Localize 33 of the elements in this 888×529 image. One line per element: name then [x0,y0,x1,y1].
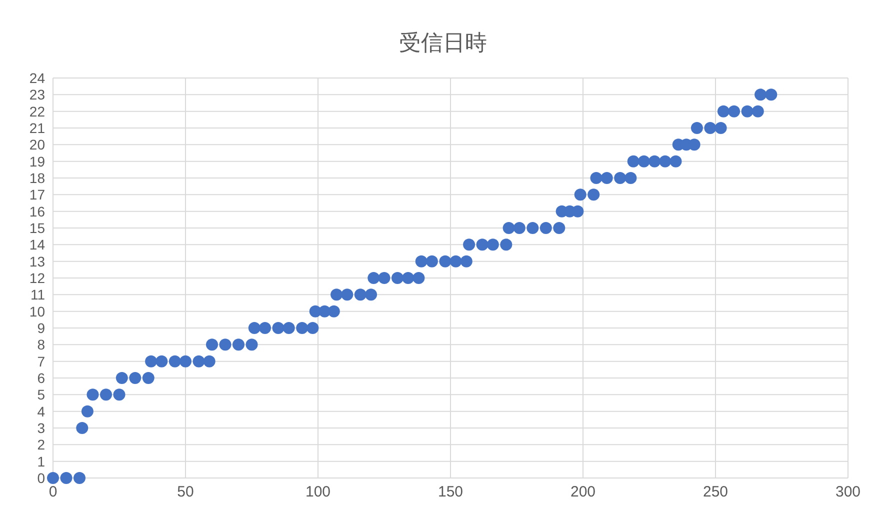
y-tick-label: 7 [37,353,46,370]
x-tick-label: 0 [48,484,58,501]
y-tick-label: 3 [37,420,46,436]
y-tick-label: 5 [37,386,46,403]
y-tick-label: 17 [29,186,46,203]
y-tick-label: 2 [37,436,46,453]
y-tick-label: 13 [29,253,46,270]
x-tick-label: 250 [702,484,728,501]
y-tick-label: 22 [29,103,46,120]
y-tick-label: 6 [37,370,46,386]
y-tick-label: 23 [29,86,46,103]
y-tick-label: 10 [29,303,46,320]
y-tick-label: 11 [30,286,46,303]
y-tick-label: 24 [29,70,46,86]
x-tick-label: 300 [835,484,861,501]
y-tick-label: 8 [37,336,46,353]
y-tick-label: 1 [37,453,46,470]
y-tick-label: 20 [29,136,46,153]
x-tick-label: 200 [570,484,596,501]
y-tick-label: 16 [29,203,46,220]
y-tick-label: 9 [37,320,46,336]
y-tick-label: 14 [29,236,46,253]
y-tick-label: 15 [29,220,46,236]
y-tick-label: 18 [29,170,46,186]
chart-title: 受信日時 [398,30,488,58]
x-tick-label: 150 [438,484,464,501]
y-tick-label: 21 [29,120,46,136]
y-tick-label: 12 [29,270,46,286]
x-tick-label: 50 [177,484,194,501]
y-tick-label: 19 [29,153,46,170]
x-tick-label: 100 [305,484,331,501]
y-tick-label: 0 [37,470,46,486]
y-tick-label: 4 [37,403,46,420]
